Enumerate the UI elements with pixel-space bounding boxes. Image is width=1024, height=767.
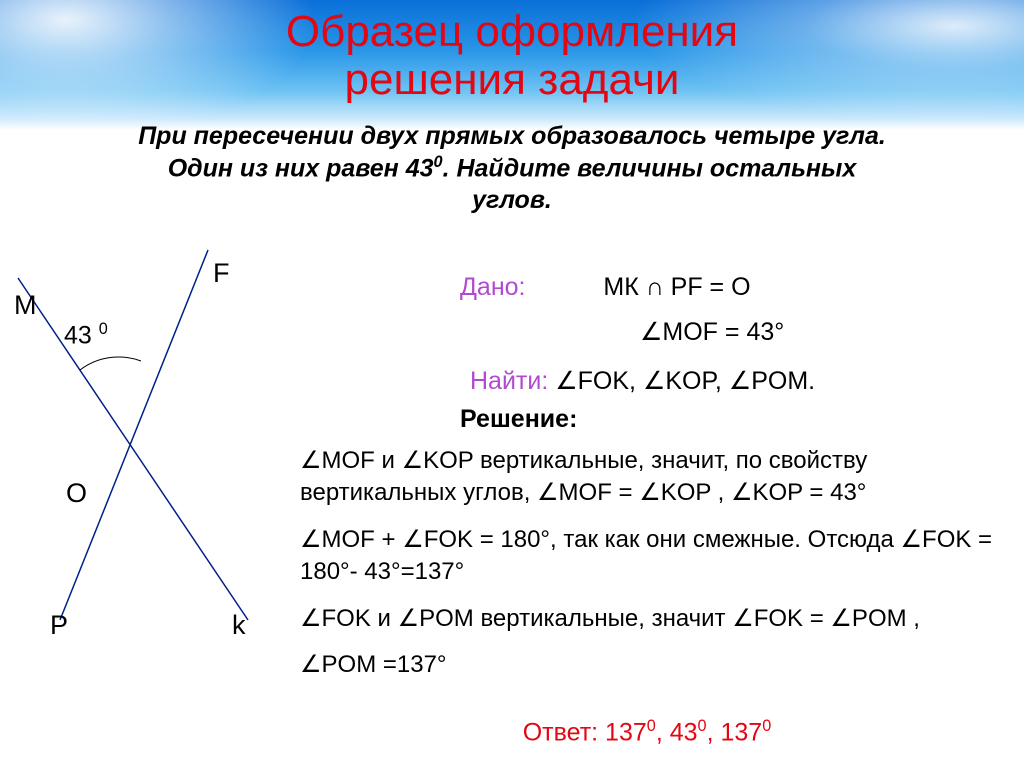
problem-sup: 0	[434, 153, 443, 171]
given-block: Дано: МК ∩ PF = O ∠MOF = 43° Найти: ∠FOK…	[460, 268, 1000, 400]
solution-heading: Решение:	[460, 405, 577, 434]
answer-s2: 0	[698, 717, 707, 735]
label-p: P	[50, 610, 68, 641]
slide-title: Образец оформления решения задачи	[0, 8, 1024, 103]
answer-v2: 43	[670, 718, 698, 746]
answer-v1: 137	[605, 718, 647, 746]
answer-line: Ответ: 1370, 430, 1370	[300, 717, 994, 747]
solution-p3: ∠FOK и ∠POM вертикальные, значит ∠FOK = …	[300, 603, 1004, 635]
angle-43: 43	[64, 321, 99, 349]
problem-line1: При пересечении двух прямых образовалось…	[138, 122, 886, 150]
answer-s3: 0	[762, 717, 771, 735]
dano-line1: МК ∩ PF = O	[603, 273, 750, 301]
dano-label: Дано:	[460, 273, 526, 301]
dano-row: Дано: МК ∩ PF = O	[460, 268, 1000, 307]
naiti-label: Найти:	[470, 367, 548, 395]
line-mk	[18, 278, 248, 620]
label-k: k	[232, 610, 246, 641]
label-m: M	[14, 290, 37, 321]
solution-p4: ∠POM =137°	[300, 649, 1004, 681]
problem-line2b: . Найдите величины остальных	[443, 154, 857, 182]
solution-p2: ∠MOF + ∠FOK = 180°, так как они смежные.…	[300, 524, 1004, 589]
angle-value: 43 0	[64, 320, 108, 350]
solution-p1: ∠MOF и ∠KOP вертикальные, значит, по сво…	[300, 445, 1004, 510]
label-o: O	[66, 478, 87, 509]
answer-s1: 0	[647, 717, 656, 735]
line-pf	[60, 250, 208, 620]
naiti-text: ∠FOK, ∠KOP, ∠POM.	[548, 367, 815, 395]
naiti-row: Найти: ∠FOK, ∠KOP, ∠POM.	[460, 362, 1000, 401]
angle-arc	[80, 357, 141, 370]
problem-line3: углов.	[472, 186, 552, 214]
problem-statement: При пересечении двух прямых образовалось…	[30, 120, 994, 216]
dano-line2: ∠MOF = 43°	[460, 313, 1000, 352]
title-line2: решения задачи	[345, 55, 680, 104]
answer-v3: 137	[720, 718, 762, 746]
diagram-svg	[8, 240, 288, 640]
solution-body: ∠MOF и ∠KOP вертикальные, значит, по сво…	[300, 445, 1004, 695]
label-f: F	[213, 258, 230, 289]
angle-43-sup: 0	[99, 320, 108, 338]
answer-label: Ответ:	[523, 718, 605, 746]
title-line1: Образец оформления	[286, 7, 738, 56]
problem-line2a: Один из них равен 43	[168, 154, 434, 182]
geometry-diagram: M F O P k 43 0	[8, 240, 288, 640]
